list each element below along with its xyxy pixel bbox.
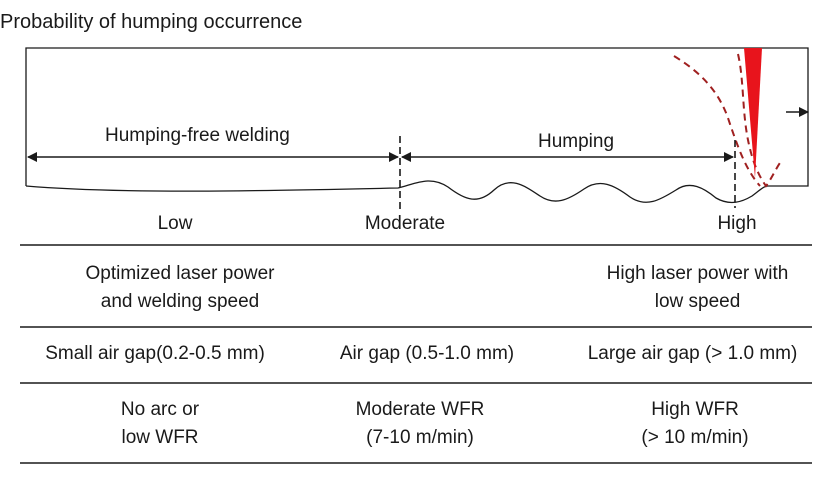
label-humping: Humping <box>538 131 615 152</box>
air-gap-high: Large air gap (> 1.0 mm) <box>587 343 798 364</box>
wfr-high-line2: (> 10 m/min) <box>641 427 749 448</box>
wfr-moderate-line1: Moderate WFR <box>355 399 485 420</box>
air-gap-low: Small air gap(0.2-0.5 mm) <box>45 343 265 364</box>
melt-pool-outline-right <box>737 53 783 188</box>
label-humping-free: Humping-free welding <box>105 125 290 146</box>
workpiece-outline <box>25 47 809 187</box>
probability-moderate: Moderate <box>364 213 446 234</box>
wfr-high-line1: High WFR <box>651 399 739 420</box>
wfr-low-line2: low WFR <box>121 427 199 448</box>
probability-low: Low <box>157 213 193 234</box>
air-gap-moderate: Air gap (0.5-1.0 mm) <box>339 343 515 364</box>
power-speed-high-line1: High laser power with <box>606 263 789 284</box>
power-speed-low-line1: Optimized laser power <box>85 263 275 284</box>
wfr-low-line1: No arc or <box>120 399 200 420</box>
diagram-title: Probability of humping occurrence <box>0 11 303 33</box>
power-speed-low-line2: and welding speed <box>100 291 260 312</box>
melt-pool-outline <box>673 55 761 187</box>
power-speed-high-line2: low speed <box>654 291 741 312</box>
wfr-moderate-line2: (7-10 m/min) <box>366 427 474 448</box>
laser-beam <box>744 48 762 178</box>
probability-high: High <box>717 213 757 234</box>
weld-bead-surface <box>25 180 769 204</box>
